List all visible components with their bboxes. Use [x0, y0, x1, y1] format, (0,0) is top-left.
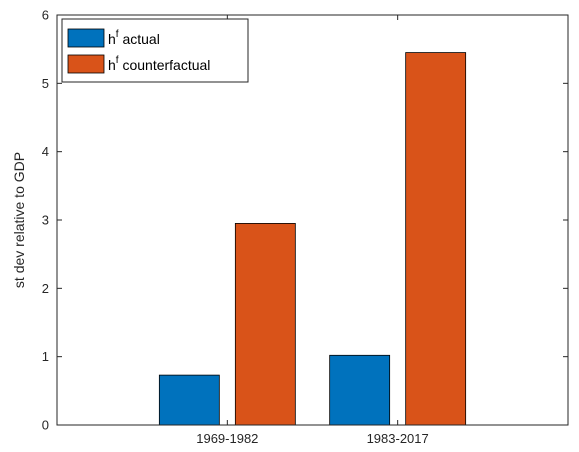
- bar-actual-1983-2017: [329, 354, 391, 426]
- legend-label-counterfactual: hf counterfactual: [108, 55, 210, 73]
- legend-swatch-counterfactual: [67, 54, 105, 74]
- y-tick-label: 1: [42, 349, 49, 364]
- legend-swatch-actual: [67, 28, 105, 48]
- bar-counterfactual-1969-1982: [234, 223, 296, 426]
- bar-counterfactual-1983-2017: [405, 52, 467, 426]
- y-tick-label: 5: [42, 76, 49, 91]
- y-tick-label: 4: [42, 144, 49, 159]
- y-tick-label: 6: [42, 8, 49, 23]
- bar-actual-1969-1982: [158, 374, 220, 426]
- legend: hf actual hf counterfactual: [61, 18, 249, 83]
- y-tick-label: 2: [42, 281, 49, 296]
- axes-layer: 0 1 2 3 4 5 6 1969-1982 1983-2017: [42, 8, 569, 446]
- x-tick-label: 1969-1982: [196, 431, 258, 446]
- y-tick-label: 0: [42, 418, 49, 433]
- y-tick-label: 3: [42, 213, 49, 228]
- bars-layer: [158, 52, 467, 426]
- legend-label-actual: hf actual: [108, 29, 160, 47]
- y-axis-label: st dev relative to GDP: [11, 152, 27, 288]
- x-tick-label: 1983-2017: [367, 431, 429, 446]
